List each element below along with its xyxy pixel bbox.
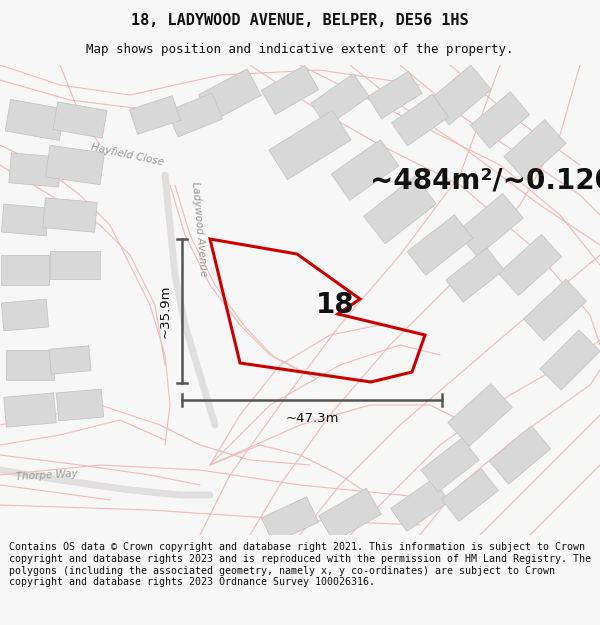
Polygon shape (421, 438, 479, 492)
Text: ~35.9m: ~35.9m (159, 284, 172, 338)
Text: Thorpe Way: Thorpe Way (15, 469, 77, 482)
Polygon shape (446, 248, 504, 302)
Text: ~47.3m: ~47.3m (285, 412, 339, 425)
Polygon shape (331, 139, 399, 201)
Polygon shape (6, 350, 54, 380)
Polygon shape (167, 93, 223, 137)
Text: ~484m²/~0.120ac.: ~484m²/~0.120ac. (370, 166, 600, 194)
Polygon shape (368, 71, 422, 119)
Polygon shape (442, 469, 499, 521)
Polygon shape (262, 66, 319, 114)
Polygon shape (391, 94, 449, 146)
Polygon shape (56, 389, 104, 421)
Polygon shape (391, 479, 449, 531)
Polygon shape (407, 215, 473, 275)
Polygon shape (4, 393, 56, 427)
Polygon shape (504, 120, 566, 180)
Polygon shape (311, 74, 370, 126)
Text: Map shows position and indicative extent of the property.: Map shows position and indicative extent… (86, 42, 514, 56)
Polygon shape (262, 497, 319, 543)
Polygon shape (199, 69, 262, 121)
Polygon shape (5, 99, 65, 141)
Text: 18: 18 (316, 291, 355, 319)
Polygon shape (540, 330, 600, 390)
Text: Ladywood Avenue: Ladywood Avenue (190, 181, 208, 277)
Polygon shape (428, 65, 491, 125)
Text: Hayfield Close: Hayfield Close (90, 142, 164, 167)
Polygon shape (319, 488, 382, 542)
Polygon shape (49, 346, 91, 374)
Polygon shape (46, 146, 104, 184)
Polygon shape (130, 96, 181, 134)
Polygon shape (1, 299, 49, 331)
Polygon shape (269, 110, 351, 180)
Polygon shape (50, 251, 100, 279)
Polygon shape (1, 255, 49, 285)
Polygon shape (9, 153, 61, 187)
Text: Contains OS data © Crown copyright and database right 2021. This information is : Contains OS data © Crown copyright and d… (9, 542, 591, 587)
Polygon shape (448, 384, 512, 446)
Polygon shape (364, 176, 436, 244)
Polygon shape (53, 102, 107, 138)
Polygon shape (457, 194, 523, 256)
Polygon shape (43, 198, 97, 232)
Text: 18, LADYWOOD AVENUE, BELPER, DE56 1HS: 18, LADYWOOD AVENUE, BELPER, DE56 1HS (131, 13, 469, 28)
Polygon shape (489, 426, 551, 484)
Polygon shape (524, 279, 586, 341)
Polygon shape (470, 92, 530, 148)
Polygon shape (499, 234, 562, 296)
Polygon shape (1, 204, 49, 236)
